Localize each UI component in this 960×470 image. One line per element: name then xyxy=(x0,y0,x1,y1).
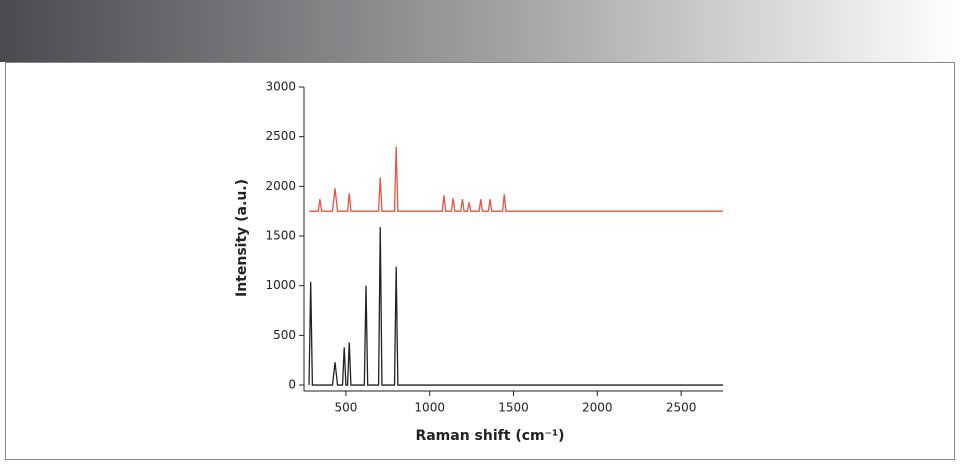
x-tick-label: 1000 xyxy=(414,401,445,415)
spectrum-line xyxy=(309,146,723,212)
frame xyxy=(5,62,955,460)
y-tick-label: 3000 xyxy=(265,80,296,94)
y-tick-label: 1000 xyxy=(265,278,296,292)
x-tick-label: 2000 xyxy=(582,401,613,415)
spectrum-line xyxy=(308,227,723,386)
y-tick-label: 2000 xyxy=(265,179,296,193)
x-tick-label: 500 xyxy=(334,401,357,415)
x-tick-label: 1500 xyxy=(498,401,529,415)
y-tick-label: 500 xyxy=(273,328,296,342)
x-axis-label: Raman shift (cm⁻¹) xyxy=(415,428,564,444)
y-tick-label: 0 xyxy=(288,378,296,392)
y-tick-label: 2500 xyxy=(265,129,296,143)
y-tick-label: 1500 xyxy=(265,229,296,243)
header-bar xyxy=(0,0,960,62)
x-tick-label: 2500 xyxy=(666,401,697,415)
y-axis-label: Intensity (a.u.) xyxy=(234,179,250,297)
